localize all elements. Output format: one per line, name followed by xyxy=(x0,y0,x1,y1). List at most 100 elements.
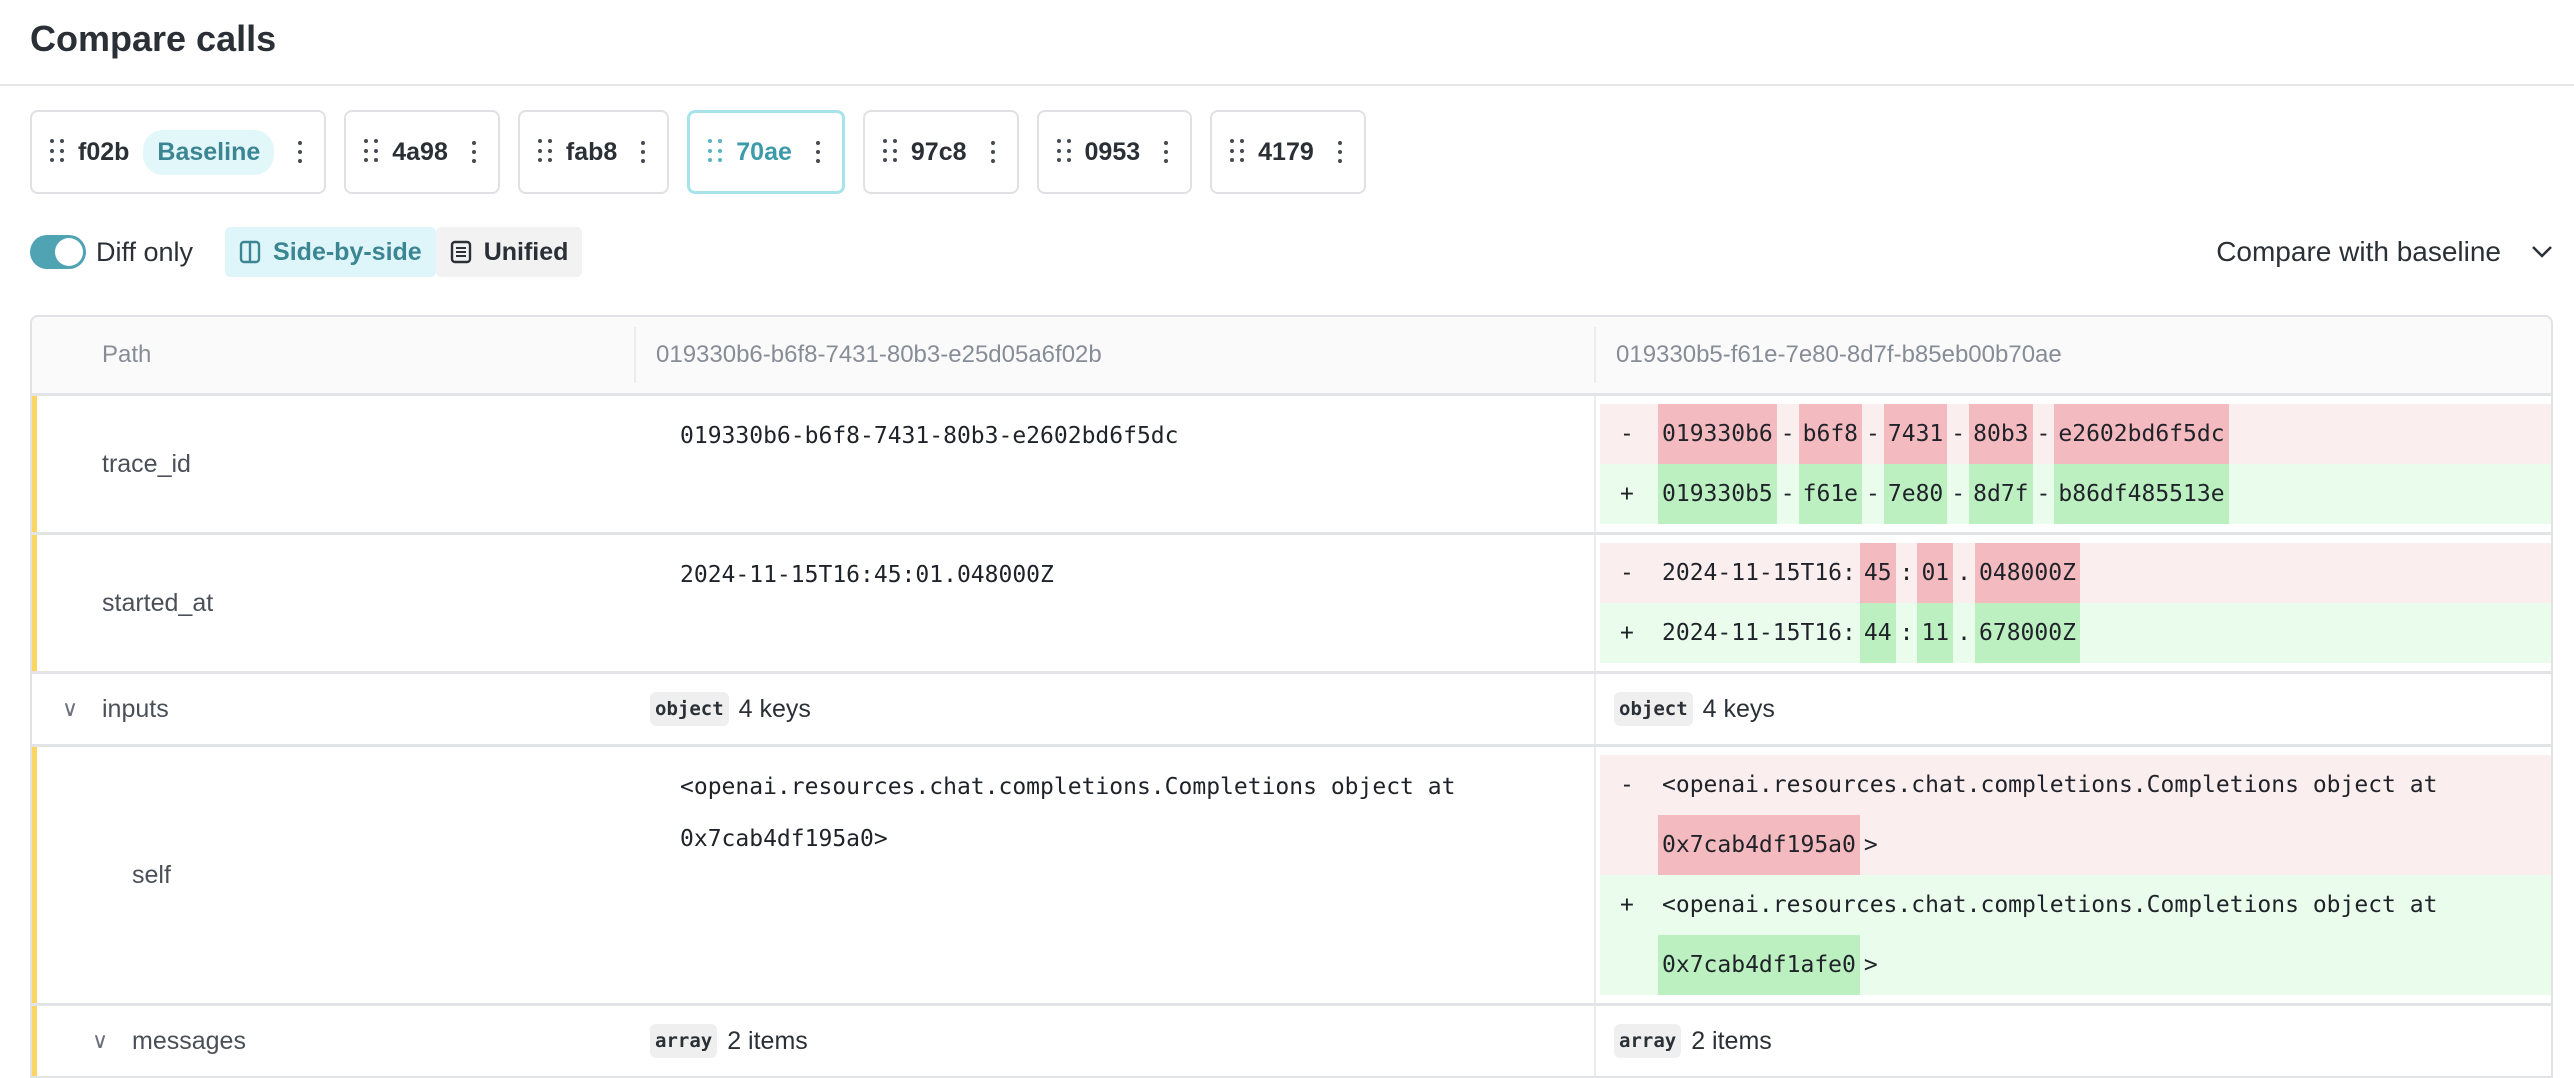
more-options-icon[interactable] xyxy=(641,141,646,163)
header-baseline-call: 019330b6-b6f8-7431-80b3-e25d05a6f02b xyxy=(634,327,1594,383)
changed-segment: 01 xyxy=(1917,543,1954,603)
changed-segment: 44 xyxy=(1859,603,1896,663)
path-label: started_at xyxy=(102,588,214,617)
path-label: inputs xyxy=(102,694,169,723)
changed-segment: 7431 xyxy=(1883,404,1948,464)
comparison-table: Path 019330b6-b6f8-7431-80b3-e25d05a6f02… xyxy=(30,315,2553,1078)
call-tab-0953[interactable]: 0953 xyxy=(1036,110,1193,194)
call-tabs: f02b Baseline 4a98 fab8 70ae 97c8 0953 4179 xyxy=(30,110,1366,194)
type-badge: array xyxy=(1614,1024,1682,1058)
baseline-value: 019330b6-b6f8-7431-80b3-e2602bd6f5dc xyxy=(680,423,1179,449)
baseline-value-cell: 2024-11-15T16:45:01.048000Z xyxy=(634,535,1594,671)
baseline-value-cell: 019330b6-b6f8-7431-80b3-e2602bd6f5dc xyxy=(634,396,1594,532)
changed-segment: e2602bd6f5dc xyxy=(2054,404,2229,464)
changed-segment: 0x7cab4df1afe0 xyxy=(1658,935,1860,995)
drag-handle-icon[interactable] xyxy=(1056,139,1071,165)
view-mode-group: Side-by-side Unified xyxy=(225,227,583,277)
baseline-badge: Baseline xyxy=(143,129,275,175)
added-line: + <openai.resources.chat.completions.Comp… xyxy=(1600,875,2551,995)
baseline-value: 2024-11-15T16:45:01.048000Z xyxy=(680,562,1054,588)
baseline-value: <openai.resources.chat.completions.Compl… xyxy=(680,774,1456,852)
diff-only-toggle[interactable] xyxy=(30,235,86,269)
baseline-value-cell: <openai.resources.chat.completions.Compl… xyxy=(634,747,1594,1003)
changed-segment: 45 xyxy=(1859,543,1896,603)
chevron-down-icon[interactable]: ∨ xyxy=(62,696,79,721)
call-tab-4a98[interactable]: 4a98 xyxy=(344,110,500,194)
page-title: Compare calls xyxy=(30,18,277,59)
compare-mode-dropdown[interactable]: Compare with baseline xyxy=(2216,236,2553,268)
call-tab-70ae[interactable]: 70ae xyxy=(687,110,845,194)
value-summary: 4 keys xyxy=(1702,694,1775,723)
more-options-icon[interactable] xyxy=(1337,141,1342,163)
value-summary: 4 keys xyxy=(738,694,811,723)
removed-line: - 2024-11-15T16: 45:01. 048000Z xyxy=(1600,543,2551,603)
diff-sign: + xyxy=(1620,620,1634,646)
unchanged-segment: - xyxy=(1951,421,1966,447)
unchanged-segment: > xyxy=(1863,832,1878,858)
drag-handle-icon[interactable] xyxy=(537,139,552,165)
more-options-icon[interactable] xyxy=(990,141,995,163)
call-tab-97c8[interactable]: 97c8 xyxy=(862,110,1019,194)
unchanged-segment: 2024-11-15T16: xyxy=(1662,620,1856,646)
diff-sign: - xyxy=(1620,421,1634,447)
changed-segment: 048000Z xyxy=(1975,543,2080,603)
unchanged-segment: - xyxy=(1951,481,1966,507)
call-tab-f02b[interactable]: f02b Baseline xyxy=(30,110,327,194)
value-summary: 2 items xyxy=(727,1026,808,1055)
unified-label: Unified xyxy=(483,237,569,266)
unchanged-segment: <openai.resources.chat.completions.Compl… xyxy=(1662,772,2438,798)
path-label: trace_id xyxy=(102,449,191,478)
more-options-icon[interactable] xyxy=(298,141,303,163)
side-by-side-button[interactable]: Side-by-side xyxy=(225,227,436,277)
type-badge: object xyxy=(1614,692,1693,726)
path-cell[interactable]: ∨ inputs xyxy=(32,674,634,744)
unchanged-segment: - xyxy=(1780,421,1795,447)
changed-segment: f61e xyxy=(1798,464,1863,524)
changed-segment: b6f8 xyxy=(1798,404,1863,464)
drag-handle-icon[interactable] xyxy=(364,139,379,165)
unchanged-segment: - xyxy=(1866,421,1880,447)
path-cell[interactable]: ∨ messages xyxy=(32,1006,634,1076)
more-options-icon[interactable] xyxy=(471,141,476,163)
changed-segment: b86df485513e xyxy=(2054,464,2229,524)
unchanged-segment: <openai.resources.chat.completions.Compl… xyxy=(1662,892,2438,918)
drag-handle-icon[interactable] xyxy=(50,139,64,165)
drag-handle-icon[interactable] xyxy=(708,139,723,165)
chevron-down-icon[interactable]: ∨ xyxy=(92,1028,109,1053)
added-line: +019330b5- f61e -7e80-8d7f - b86df485513e xyxy=(1600,464,2551,524)
changed-segment: 80b3 xyxy=(1969,404,2033,464)
diff-only-label: Diff only xyxy=(96,236,194,267)
table-row: started_at 2024-11-15T16:45:01.048000Z - 20… xyxy=(32,532,2551,671)
unchanged-segment: : xyxy=(1899,620,1914,646)
added-line: +2024-11-15T16: 44:11. 678000Z xyxy=(1600,603,2551,663)
columns-icon xyxy=(239,240,261,264)
call-tab-4179[interactable]: 4179 xyxy=(1210,110,1366,194)
table-row: trace_id 019330b6-b6f8-7431-80b3-e2602bd6… xyxy=(32,393,2551,532)
unchanged-segment: - xyxy=(1866,481,1880,507)
unified-button[interactable]: Unified xyxy=(435,227,583,277)
call-tab-label: 70ae xyxy=(736,137,792,166)
value-summary: 2 items xyxy=(1691,1026,1772,1055)
diff-cell: -019330b6- b6f8-7431-80b3- e2602bd6f5dc +01… xyxy=(1594,396,2551,532)
document-lines-icon xyxy=(450,240,471,264)
unchanged-segment: > xyxy=(1863,952,1878,978)
header-path: Path xyxy=(102,341,152,368)
drag-handle-icon[interactable] xyxy=(882,139,897,165)
type-badge: object xyxy=(650,692,729,726)
path-label: messages xyxy=(132,1026,246,1055)
drag-handle-icon[interactable] xyxy=(1230,139,1245,165)
baseline-value-cell: array 2 items xyxy=(634,1006,1594,1076)
header-compared-call: 019330b5-f61e-7e80-8d7f-b85eb00b70ae xyxy=(1594,327,2551,383)
diff-sign: + xyxy=(1620,892,1634,918)
diff-sign: + xyxy=(1620,481,1634,507)
more-options-icon[interactable] xyxy=(815,141,820,163)
unchanged-segment: . xyxy=(1957,560,1971,586)
call-tab-label: f02b xyxy=(78,137,130,166)
compared-value-cell: array 2 items xyxy=(1594,1006,2551,1076)
call-tab-fab8[interactable]: fab8 xyxy=(517,110,670,194)
path-label: self xyxy=(132,860,171,889)
more-options-icon[interactable] xyxy=(1164,141,1169,163)
diff-sign: - xyxy=(1620,772,1634,798)
diff-cell: -2024-11-15T16: 45:01. 048000Z +2024-11-15T… xyxy=(1594,535,2551,671)
path-cell: trace_id xyxy=(32,396,634,532)
